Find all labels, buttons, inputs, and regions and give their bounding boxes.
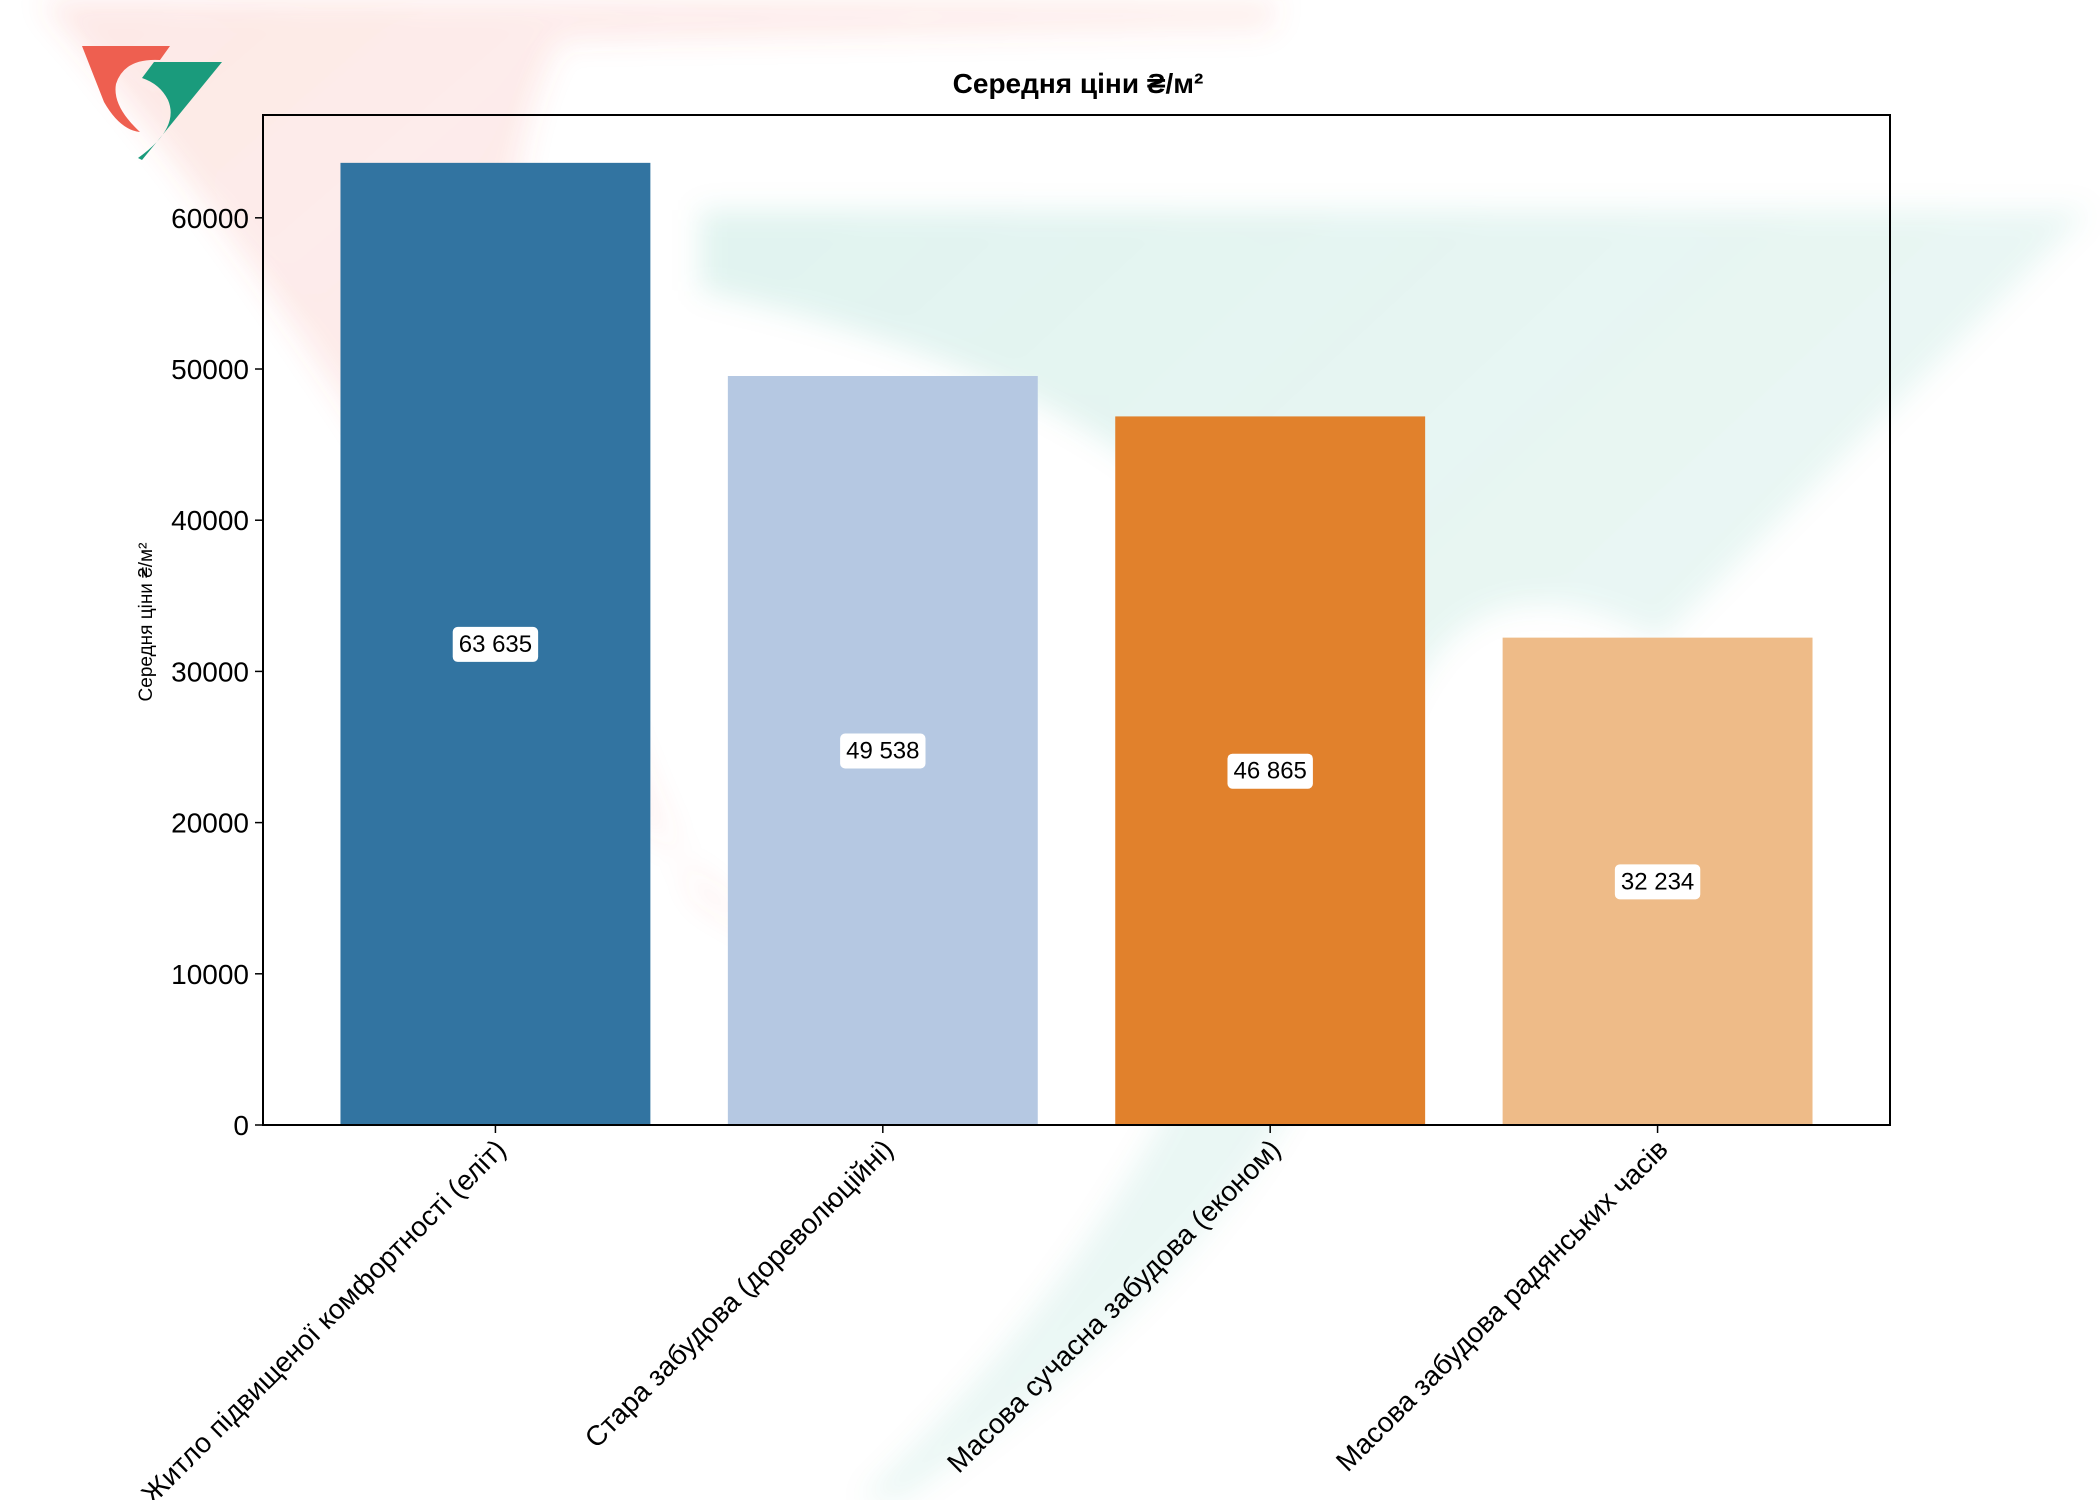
- x-tick-label-0: Житло підвищеної комфортності (еліт): [135, 1133, 511, 1500]
- x-tick-label-1: Стара забудова (дореволюційні): [579, 1133, 899, 1453]
- x-tick-label-2: Масова сучасна забудова (економ): [941, 1133, 1286, 1478]
- y-axis-label: Середня ціни ₴/м²: [136, 543, 157, 702]
- y-tick-label-0: 0: [233, 1110, 249, 1141]
- value-label-0: 63 635: [452, 626, 539, 662]
- value-label-box-2: [1227, 753, 1313, 789]
- y-ticks: 0 10000 20000 30000 40000 50000 60000: [171, 203, 263, 1141]
- value-label-box-0: [452, 626, 539, 662]
- value-label-text-2: 46 865: [1233, 758, 1306, 785]
- y-tick-label-3: 30000: [171, 656, 249, 687]
- value-label-2: 46 865: [1227, 753, 1313, 789]
- y-tick-label-5: 50000: [171, 354, 249, 385]
- y-tick-label-6: 60000: [171, 203, 249, 234]
- x-tick-label-3: Масова забудова радянських часів: [1330, 1133, 1674, 1477]
- chart-title: Середня ціни ₴/м²: [953, 68, 1204, 99]
- value-labels: 63 635 49 538 46 865 32 234: [452, 626, 1701, 900]
- plot-frame: [262, 114, 1891, 1126]
- logo-green-part: [138, 62, 222, 160]
- watermark-green-shape: [700, 210, 2090, 1500]
- logo-icon: [82, 46, 222, 160]
- value-label-box-1: [840, 733, 926, 769]
- logo-red-part: [82, 46, 170, 132]
- value-label-box-3: [1614, 864, 1701, 900]
- x-ticks: Житло підвищеної комфортності (еліт) Стар…: [135, 1125, 1674, 1500]
- y-tick-label-1: 10000: [171, 959, 249, 990]
- value-label-3: 32 234: [1614, 864, 1701, 900]
- y-tick-label-2: 20000: [171, 808, 249, 839]
- value-label-text-3: 32 234: [1621, 868, 1694, 895]
- value-label-text-0: 63 635: [459, 631, 532, 658]
- y-tick-label-4: 40000: [171, 505, 249, 536]
- value-label-text-1: 49 538: [846, 737, 919, 764]
- value-label-1: 49 538: [840, 733, 926, 769]
